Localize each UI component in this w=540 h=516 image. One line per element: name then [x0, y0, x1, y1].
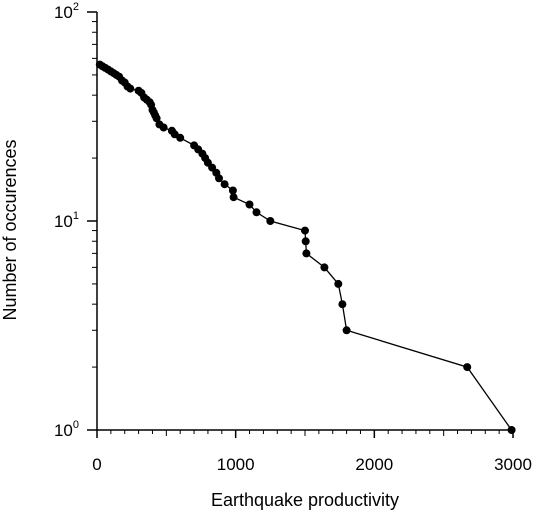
data-point	[338, 300, 347, 309]
series-points	[95, 60, 516, 434]
data-point	[266, 217, 275, 225]
y-tick-label: 102	[54, 1, 79, 22]
data-point	[507, 426, 516, 434]
y-tick-label: 100	[54, 419, 79, 440]
data-point	[320, 263, 329, 272]
y-axis-title: Number of occurences	[0, 139, 20, 320]
x-axis-title: Earthquake productivity	[211, 490, 399, 510]
data-point	[301, 226, 309, 235]
series-polyline	[99, 64, 513, 431]
data-point	[159, 123, 168, 132]
x-tick-label: 1000	[217, 455, 255, 474]
axes: 0 1000 2000 3000 100 101 102	[54, 1, 532, 474]
data-point	[342, 326, 351, 335]
data-point	[126, 84, 135, 93]
series-line	[99, 64, 513, 431]
x-tick-label: 0	[92, 455, 101, 474]
data-point	[220, 180, 229, 189]
y-tick-label: 101	[54, 210, 79, 231]
data-point	[245, 200, 254, 209]
x-tick-label: 2000	[355, 455, 393, 474]
data-point	[228, 186, 237, 195]
data-point	[215, 174, 223, 183]
data-point	[176, 133, 185, 142]
data-point	[301, 237, 310, 246]
data-point	[302, 249, 311, 258]
data-point	[152, 114, 161, 123]
data-point	[252, 208, 261, 217]
x-tick-label: 3000	[494, 455, 532, 474]
data-point	[334, 279, 343, 288]
data-point	[229, 193, 238, 202]
data-point	[463, 363, 472, 372]
